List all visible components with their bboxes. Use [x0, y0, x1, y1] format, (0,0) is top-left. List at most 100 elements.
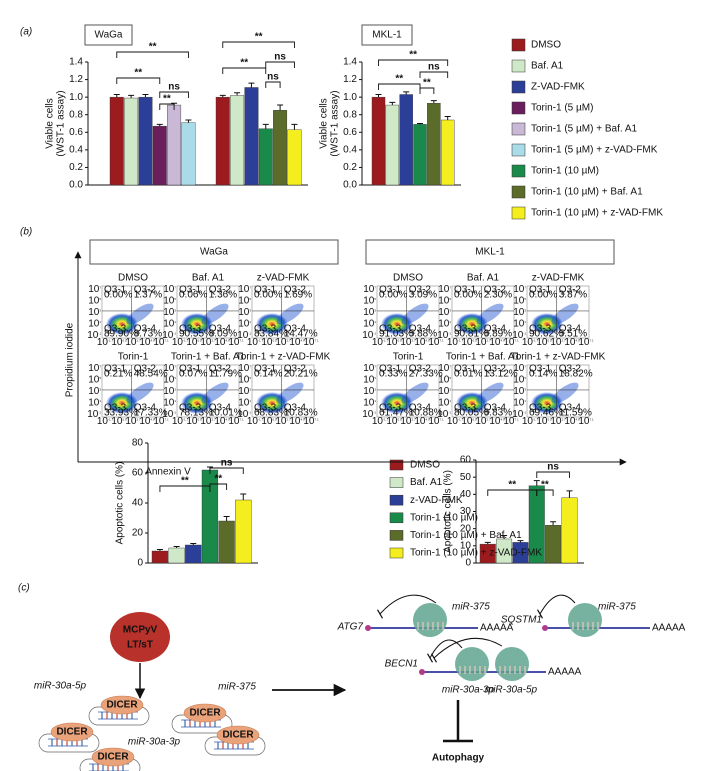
- x-tick-label: 100.5: [386, 337, 402, 348]
- x-tick-label: 102.7: [275, 416, 291, 427]
- y-tick-label: 10-1: [87, 409, 101, 420]
- tick-base: 10: [289, 416, 301, 427]
- quadrant-value: 1.36%: [209, 290, 237, 301]
- error-bar: [190, 543, 197, 545]
- tick-base: 10: [438, 363, 450, 374]
- tick-exponent: 3: [174, 387, 176, 391]
- bar: [185, 544, 202, 564]
- tick-base: 10: [200, 337, 212, 348]
- tick-base: 10: [372, 337, 384, 348]
- flow-plot-title: DMSO: [118, 273, 148, 284]
- tick-exponent: -1.7: [183, 338, 189, 342]
- cell-cloud: [126, 303, 154, 325]
- tick-exponent: 0.5: [197, 417, 202, 421]
- risc-complex: [413, 603, 447, 637]
- tick-exponent: 7: [99, 364, 101, 368]
- quadrant-name: Q3-3: [529, 324, 552, 335]
- error-bar: [262, 123, 269, 129]
- bar: [427, 103, 441, 186]
- y-tick-label: 10: [460, 540, 472, 551]
- tick-exponent: 0.5: [122, 338, 127, 342]
- tick-base: 10: [386, 337, 398, 348]
- quadrant-value: 2.30%: [484, 290, 512, 301]
- x-tick-label: 104.9: [139, 337, 155, 348]
- significance-label: **: [240, 58, 248, 69]
- legend-swatch: [511, 38, 526, 52]
- legend-label: Baf. A1: [531, 61, 564, 72]
- tick-base: 10: [522, 337, 534, 348]
- y-tick-label: 10-1: [512, 330, 526, 341]
- tick-exponent: -1: [523, 331, 526, 335]
- mirna-label: miR-375: [598, 602, 636, 613]
- bar: [244, 87, 259, 186]
- x-tick-label: 104.9: [489, 416, 505, 427]
- inhibition-bar: [430, 653, 438, 663]
- cell-cloud: [256, 313, 288, 335]
- mirna-label: miR-30a-3p: [442, 685, 495, 696]
- tick-base: 10: [363, 307, 375, 318]
- x-tick-label: 102.7: [475, 416, 491, 427]
- quadrant-value: 0.14%: [529, 369, 557, 380]
- y-axis-title: Propidium iodide: [65, 322, 76, 397]
- y-tick-label: 105: [438, 374, 451, 385]
- quadrant-value: 10.01%: [209, 408, 243, 419]
- tick-exponent: 1: [249, 320, 251, 324]
- cell-cloud: [476, 303, 504, 325]
- tick-base: 10: [162, 330, 174, 341]
- y-axis-title: (WST-1 assay): [330, 90, 341, 156]
- quadrant-name: Q3-2: [209, 364, 232, 375]
- x-tick-label: 102.7: [550, 416, 566, 427]
- dicer-cap: [183, 703, 227, 723]
- cell-cloud: [106, 392, 138, 414]
- legend-label: DMSO: [410, 460, 440, 471]
- tick-exponent: 7: [524, 285, 526, 289]
- tick-exponent: 2.7: [411, 417, 416, 421]
- tick-exponent: -1.7: [258, 417, 264, 421]
- x-tick-label: 102.7: [125, 416, 141, 427]
- tick-base: 10: [437, 409, 449, 420]
- gene-label: SQSTM1: [501, 615, 542, 626]
- quadrant-value: 0.00%: [379, 290, 407, 301]
- bar: [440, 119, 455, 186]
- legend-swatch: [511, 206, 526, 220]
- quadrant-value: 27.33%: [409, 369, 443, 380]
- quadrant-name: Q3-3: [179, 324, 202, 335]
- tick-exponent: 5: [449, 297, 451, 301]
- tick-base: 10: [578, 416, 590, 427]
- quadrant-name: Q3-2: [409, 285, 432, 296]
- error-bar: [185, 119, 192, 123]
- x-tick-label: 10-1.7: [97, 337, 114, 348]
- dicer-cap: [216, 725, 260, 745]
- inhibition-arc: [433, 637, 503, 659]
- tick-base: 10: [87, 409, 99, 420]
- y-tick-label: 20: [132, 528, 144, 539]
- quadrant-name: Q3-4: [409, 403, 432, 414]
- tick-exponent: 1: [374, 320, 376, 324]
- tick-exponent: 5: [249, 297, 251, 301]
- legend-label: Torin-1 (10 µM): [531, 166, 599, 177]
- tick-exponent: -1: [373, 410, 376, 414]
- tick-exponent: 3: [449, 387, 451, 391]
- cell-cloud: [531, 313, 563, 335]
- tick-exponent: 0.5: [547, 417, 552, 421]
- tick-exponent: 4.9: [150, 417, 155, 421]
- y-tick-label: 0.0: [69, 180, 83, 191]
- tick-base: 10: [447, 416, 459, 427]
- tick-base: 10: [97, 416, 109, 427]
- tick-exponent: 4.9: [300, 417, 305, 421]
- tick-exponent: 0.5: [272, 417, 277, 421]
- y-tick-label: 101: [513, 397, 526, 408]
- x-tick-label: 107.1: [578, 416, 594, 427]
- x-tick-label: 102.7: [200, 416, 216, 427]
- tick-base: 10: [363, 397, 375, 408]
- x-tick-label: 10-1.7: [247, 337, 264, 348]
- y-tick-label: 0.8: [343, 109, 357, 120]
- tick-base: 10: [153, 337, 165, 348]
- error-bar: [234, 92, 241, 96]
- y-tick-label: 101: [163, 397, 176, 408]
- legend-label: Torin-1 (10 µM) + Baf. A1: [531, 187, 643, 198]
- tick-base: 10: [163, 307, 175, 318]
- quadrant-value: 6.83%: [484, 408, 512, 419]
- bar: [215, 96, 230, 186]
- tick-base: 10: [88, 284, 100, 295]
